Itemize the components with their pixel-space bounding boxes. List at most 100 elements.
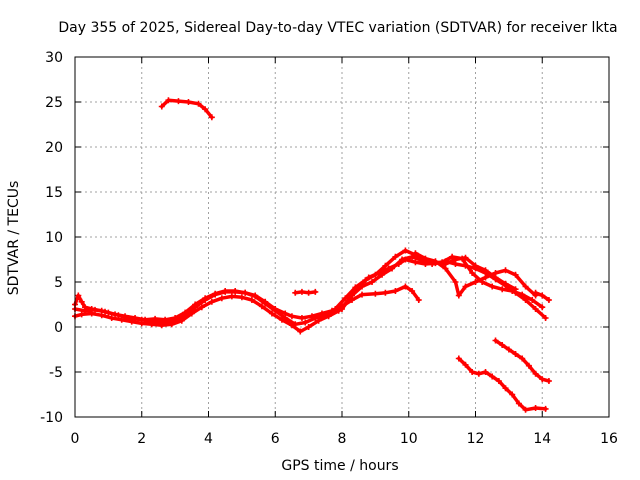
data-point — [192, 301, 199, 308]
data-point — [482, 267, 489, 274]
data-point — [165, 97, 172, 104]
data-point — [202, 106, 209, 113]
data-point — [409, 288, 416, 294]
data-point — [472, 279, 479, 285]
data-point — [422, 255, 429, 262]
data-point — [282, 315, 289, 321]
series-segment-h — [532, 289, 552, 303]
series-segment-f — [158, 97, 215, 121]
data-point — [379, 271, 386, 278]
series-segment-i — [455, 355, 549, 413]
series-track-e — [412, 250, 539, 299]
data-point — [288, 313, 295, 320]
data-point — [392, 288, 399, 294]
data-point — [412, 259, 419, 266]
data-point — [262, 300, 269, 307]
data-point — [202, 295, 209, 302]
data-point — [455, 292, 462, 299]
data-point — [509, 391, 516, 398]
data-point — [238, 294, 245, 301]
data-point — [539, 292, 546, 299]
data-point — [519, 291, 526, 298]
data-point — [92, 306, 99, 313]
data-point — [499, 286, 506, 293]
y-axis-title: SDTVAR / TECUs — [6, 181, 22, 296]
data-point — [409, 253, 416, 260]
data-point — [382, 262, 389, 269]
data-point — [297, 328, 304, 335]
x-tick-label: 0 — [71, 431, 80, 447]
data-point — [102, 308, 109, 315]
data-point — [512, 271, 519, 278]
series-trace — [293, 290, 318, 295]
data-point — [382, 289, 389, 296]
chart-title: Day 355 of 2025, Sidereal Day-to-day VTE… — [58, 20, 617, 36]
data-point — [232, 288, 239, 294]
data-point — [532, 370, 539, 377]
series-trace — [73, 248, 518, 327]
data-point — [228, 293, 235, 300]
data-point — [152, 315, 159, 322]
data-point — [138, 320, 145, 327]
data-point — [525, 362, 532, 369]
data-point — [322, 312, 329, 319]
data-point — [175, 98, 182, 105]
data-point — [272, 307, 279, 314]
x-axis-title: GPS time / hours — [281, 458, 398, 474]
data-point — [542, 405, 549, 412]
data-point — [449, 253, 456, 260]
data-point — [158, 322, 165, 329]
data-point — [545, 297, 552, 303]
data-point — [158, 103, 165, 110]
y-tick-label: 5 — [54, 275, 63, 291]
y-tick-label: 20 — [45, 140, 63, 156]
data-point — [188, 310, 195, 317]
data-point — [455, 355, 462, 362]
data-point — [198, 304, 205, 311]
data-point — [292, 321, 299, 328]
data-point — [515, 400, 522, 407]
data-point — [399, 256, 406, 263]
y-tick-label: 0 — [54, 320, 63, 336]
data-point — [162, 316, 169, 323]
data-point — [359, 283, 366, 290]
data-point — [402, 283, 409, 290]
data-point — [522, 406, 529, 413]
data-point — [545, 378, 552, 384]
data-point — [522, 283, 529, 290]
data-point — [208, 298, 215, 305]
x-tick-label: 4 — [204, 431, 213, 447]
data-point — [182, 309, 189, 316]
data-point — [298, 288, 305, 295]
data-point — [532, 289, 539, 296]
data-point — [98, 312, 105, 319]
data-point — [469, 369, 476, 375]
x-tick-label: 12 — [467, 431, 485, 447]
data-point — [539, 376, 546, 383]
series-track-d — [339, 253, 546, 312]
data-point — [148, 321, 155, 328]
data-point — [462, 361, 469, 368]
data-point — [519, 355, 526, 362]
data-point — [268, 310, 275, 317]
data-point — [452, 279, 459, 285]
data-point — [482, 274, 489, 281]
data-point — [495, 378, 502, 384]
data-point — [122, 313, 129, 320]
data-point — [482, 369, 489, 375]
data-point — [462, 283, 469, 290]
data-point — [415, 297, 422, 303]
data-point — [349, 292, 356, 299]
data-point — [292, 289, 299, 296]
x-tick-label: 16 — [600, 431, 618, 447]
data-point — [332, 306, 339, 312]
data-point — [505, 346, 512, 353]
data-point — [342, 295, 349, 302]
data-point — [82, 307, 89, 314]
data-point — [489, 373, 496, 380]
data-point — [412, 250, 419, 257]
data-point — [78, 298, 85, 305]
y-tick-label: -5 — [49, 365, 63, 381]
data-point — [248, 297, 255, 303]
data-point — [529, 297, 536, 303]
